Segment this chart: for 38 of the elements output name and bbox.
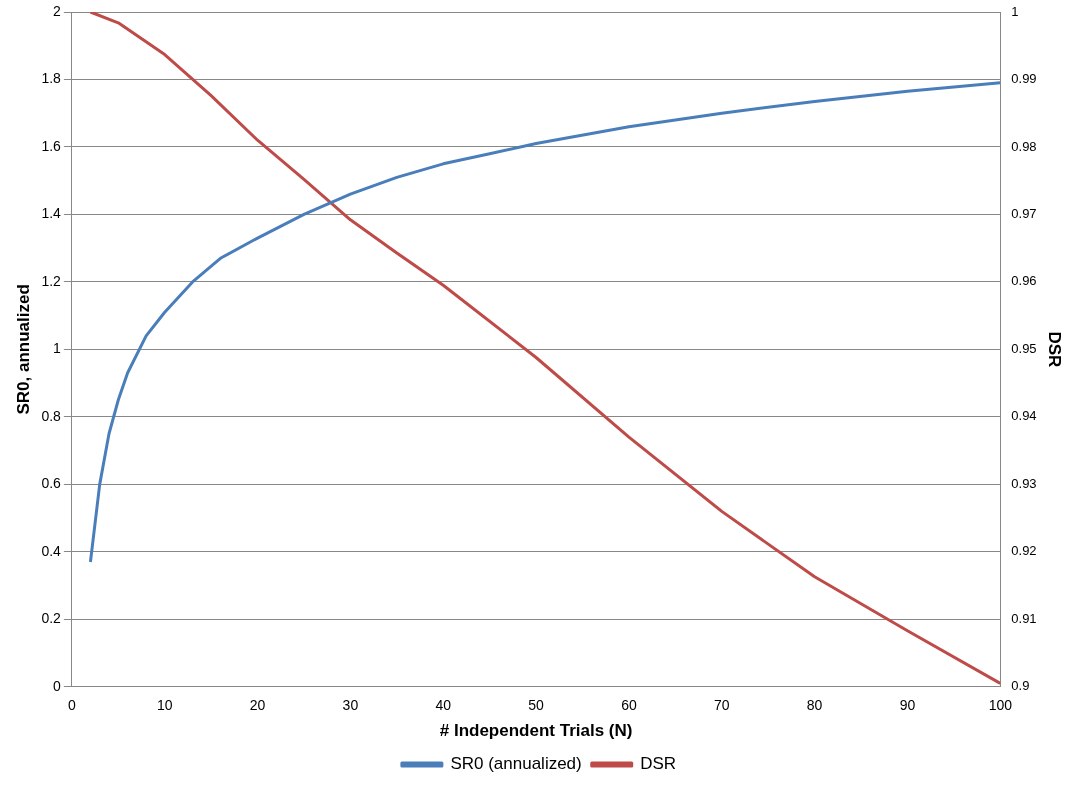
y2-tick-label: 0.99 <box>1011 71 1037 87</box>
x-tick-label: 20 <box>249 697 266 714</box>
x-tick-label: 70 <box>713 697 730 714</box>
x-tick-label: 40 <box>435 697 452 714</box>
x-tick-label: 60 <box>621 697 637 714</box>
y2-tick-label: 1 <box>1011 3 1019 19</box>
y2-tick-label: 0.93 <box>1011 475 1037 491</box>
y-tick-label: 1.4 <box>41 205 62 222</box>
y2-tick-label: 0.94 <box>1011 408 1037 424</box>
x-tick-label: 100 <box>988 697 1013 714</box>
y2-tick-label: 0.96 <box>1011 273 1037 289</box>
y2-tick-label: 0.98 <box>1011 138 1037 154</box>
y2-tick-label: 0.9 <box>1011 678 1030 694</box>
y2-tick-label: 0.91 <box>1011 610 1037 626</box>
x-axis-title: # Independent Trials (N) <box>439 721 633 741</box>
x-tick-label: 10 <box>156 697 173 714</box>
y-tick-label: 0.4 <box>41 542 62 559</box>
x-tick-label: 50 <box>528 697 545 714</box>
y-tick-label: 0.6 <box>41 475 62 492</box>
legend-label: SR0 (annualized) <box>450 754 582 774</box>
y2-tick-label: 0.95 <box>1011 340 1037 356</box>
y-tick-label: 0 <box>53 677 62 694</box>
x-tick-label: 30 <box>342 697 359 714</box>
y2-axis-title: DSR <box>1045 331 1065 368</box>
y-tick-label: 1.2 <box>41 272 62 289</box>
y-tick-label: 0.8 <box>41 407 62 424</box>
y-tick-label: 1.6 <box>41 137 62 154</box>
x-tick-label: 0 <box>67 697 76 714</box>
y2-tick-label: 0.97 <box>1011 206 1037 222</box>
x-tick-label: 80 <box>806 697 823 714</box>
y-tick-label: 0.2 <box>41 610 62 627</box>
legend-label: DSR <box>640 754 677 774</box>
y-tick-label: 2 <box>53 2 62 19</box>
y-axis-title: SR0, annualized <box>13 284 33 415</box>
x-tick-label: 90 <box>899 697 916 714</box>
y2-tick-label: 0.92 <box>1011 543 1037 559</box>
y-tick-label: 1.8 <box>41 70 62 87</box>
y-tick-label: 1 <box>53 340 62 357</box>
